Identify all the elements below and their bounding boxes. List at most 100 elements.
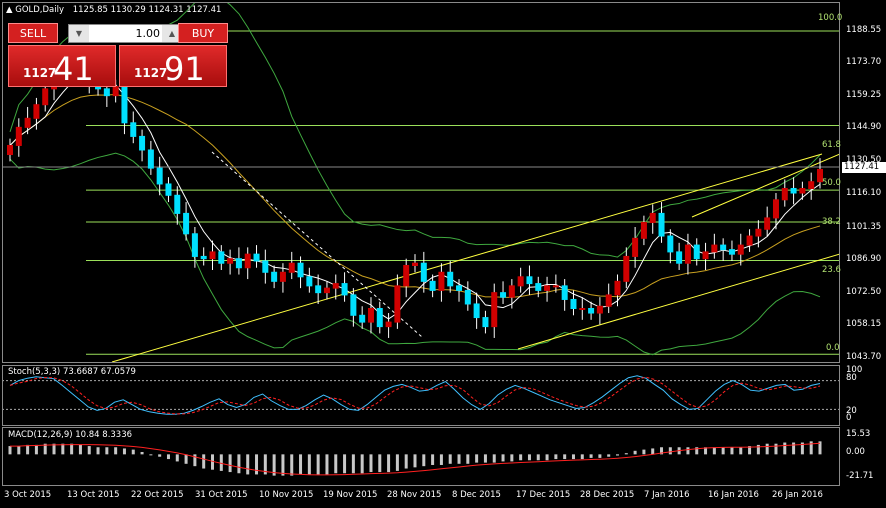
lot-decrease-arrow-icon[interactable]: ▼ xyxy=(69,25,89,42)
candle-body xyxy=(728,249,735,255)
macd-histogram-bar xyxy=(607,454,611,457)
macd-histogram-bar xyxy=(721,447,725,455)
macd-histogram-bar xyxy=(598,454,602,458)
candle-body xyxy=(614,280,621,296)
macd-histogram-bar xyxy=(589,454,593,458)
macd-histogram-bar xyxy=(334,454,338,474)
candle-body xyxy=(632,237,639,257)
macd-histogram-bar xyxy=(122,448,126,455)
candle-body xyxy=(702,251,709,260)
price-tick: 1188.55 xyxy=(846,25,882,35)
buy-price-box[interactable]: 1127 91 xyxy=(119,45,227,88)
fib-label-0: 0.0 xyxy=(826,343,840,353)
candle-body xyxy=(174,194,181,214)
macd-histogram-bar xyxy=(800,442,804,455)
stoch-tick: 100 xyxy=(846,365,863,375)
macd-axis: 15.53 0.00 -21.71 xyxy=(842,427,886,485)
macd-histogram-bar xyxy=(105,447,109,455)
time-tick: 3 Oct 2015 xyxy=(4,490,52,500)
macd-signal-line xyxy=(10,442,821,476)
candle-body xyxy=(218,251,225,264)
fib-label-61-8: 61.8 xyxy=(822,140,841,150)
macd-histogram-bar xyxy=(316,454,320,475)
macd-histogram-bar xyxy=(510,454,514,462)
macd-histogram-bar xyxy=(730,447,734,455)
macd-histogram-bar xyxy=(26,444,30,455)
candle-body xyxy=(711,244,718,253)
macd-tick: 0.00 xyxy=(846,447,865,457)
macd-histogram-bar xyxy=(149,454,153,456)
candle-body xyxy=(420,262,427,282)
candle-body xyxy=(191,233,198,257)
candle-body xyxy=(359,314,366,323)
candle-body xyxy=(667,235,674,253)
macd-histogram-bar xyxy=(52,443,56,455)
time-tick: 10 Nov 2015 xyxy=(259,490,314,500)
macd-histogram-bar xyxy=(351,454,355,474)
macd-histogram-bar xyxy=(325,454,329,475)
candle-body xyxy=(500,292,507,298)
macd-histogram-bar xyxy=(343,454,347,474)
macd-histogram-bar xyxy=(439,454,443,465)
macd-histogram-bar xyxy=(519,454,523,461)
candle-body xyxy=(473,303,480,319)
stoch-frame xyxy=(2,365,840,426)
macd-pane[interactable]: MACD(12,26,9) 10.84 8.3336 xyxy=(2,428,840,485)
sell-price-box[interactable]: 1127 41 xyxy=(8,45,116,88)
macd-histogram-bar xyxy=(378,454,382,473)
macd-histogram-bar xyxy=(466,454,470,464)
candle-body xyxy=(139,135,146,151)
candle-body xyxy=(596,305,603,314)
candle-body xyxy=(781,187,788,201)
collapse-triangle-icon[interactable]: ▲ xyxy=(6,5,13,15)
price-tick: 1159.25 xyxy=(846,90,882,100)
macd-histogram-bar xyxy=(299,454,303,475)
candle-body xyxy=(764,217,771,230)
candle-body xyxy=(649,212,656,223)
candle-body xyxy=(790,187,797,194)
candle-body xyxy=(350,294,357,316)
macd-histogram-bar xyxy=(166,454,170,460)
symbol-label: GOLD,Daily xyxy=(15,5,65,15)
candle-body xyxy=(429,280,436,291)
lot-size-value[interactable]: 1.00 xyxy=(135,27,161,40)
macd-histogram-bar xyxy=(554,454,558,460)
time-tick: 17 Dec 2015 xyxy=(516,490,571,500)
candle-body xyxy=(772,199,779,219)
macd-histogram-bar xyxy=(739,447,743,455)
macd-histogram-bar xyxy=(140,451,144,455)
stochastic-pane[interactable]: Stoch(5,3,3) 73.6687 67.0579 xyxy=(2,366,840,425)
macd-histogram-bar xyxy=(616,454,619,456)
candle-body xyxy=(42,88,49,106)
candle-body xyxy=(262,260,269,273)
candle-body xyxy=(640,221,647,239)
candle-body xyxy=(288,262,295,273)
macd-histogram-bar xyxy=(158,454,162,457)
candle-body xyxy=(808,181,815,189)
lot-size-stepper[interactable]: ▼ 1.00 ▲ xyxy=(68,24,183,43)
candle-body xyxy=(279,271,286,282)
macd-histogram-bar xyxy=(765,443,769,455)
buy-button[interactable]: BUY xyxy=(178,23,228,43)
candle-body xyxy=(297,262,304,278)
macd-histogram-bar xyxy=(571,454,575,460)
sell-button[interactable]: SELL xyxy=(8,23,58,43)
candle-body xyxy=(491,292,498,328)
time-tick: 28 Nov 2015 xyxy=(387,490,442,500)
macd-histogram-bar xyxy=(78,444,82,455)
main-chart-pane[interactable]: ▲ GOLD,Daily 1125.85 1130.29 1124.31 112… xyxy=(2,2,840,362)
candle-body xyxy=(817,168,823,183)
macd-histogram-bar xyxy=(202,454,206,469)
candle-body xyxy=(456,285,463,291)
lot-increase-arrow-icon[interactable]: ▲ xyxy=(162,25,182,42)
macd-histogram-bar xyxy=(387,454,391,473)
price-tick: 1043.70 xyxy=(846,352,882,362)
macd-histogram-bar xyxy=(457,454,461,464)
candle-body xyxy=(156,167,163,185)
candle-body xyxy=(438,271,445,291)
macd-histogram-bar xyxy=(818,441,822,455)
candle-body xyxy=(385,321,392,328)
time-tick: 31 Oct 2015 xyxy=(195,490,248,500)
stoch-main-line xyxy=(9,375,821,415)
macd-histogram-bar xyxy=(809,441,813,455)
